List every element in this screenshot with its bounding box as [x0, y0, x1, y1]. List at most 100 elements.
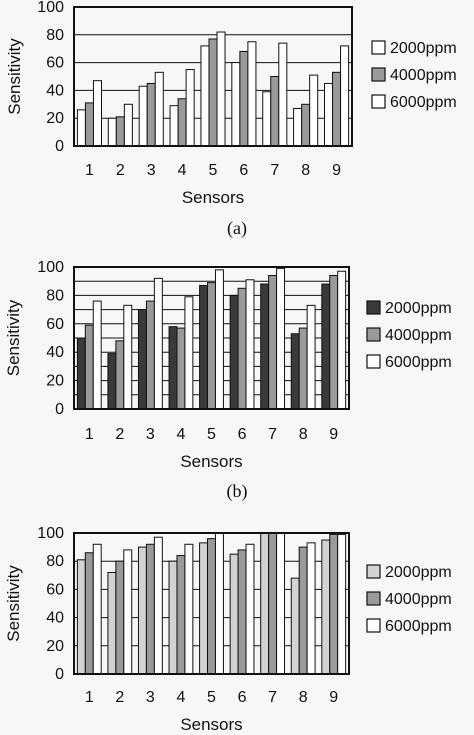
chart2-ytick-label: 60 — [46, 316, 64, 333]
chart1-x-axis-title: Sensors — [182, 188, 244, 207]
chart3-ytick-label: 0 — [55, 666, 64, 683]
chart3-y-axis-title: Sensitivity — [4, 565, 23, 642]
chart2-x-axis-title: Sensors — [180, 452, 242, 471]
chart3-ytick-label: 80 — [46, 553, 64, 570]
chart1-legend-label-4000ppm: 4000ppm — [390, 67, 457, 84]
chart1-bar-6000ppm-sensor-6 — [247, 41, 257, 147]
chart2-bar-2000ppm-sensor-8 — [290, 333, 300, 410]
chart1-bar-4000ppm-sensor-5 — [208, 38, 218, 147]
chart1-bar-6000ppm-sensor-7 — [278, 42, 288, 147]
chart2-legend-label-4000ppm: 4000ppm — [385, 327, 452, 344]
chart3-ytick-label: 60 — [46, 581, 64, 598]
chart1-bar-6000ppm-sensor-5 — [216, 31, 226, 147]
chart3-bar-6000ppm-sensor-8 — [306, 542, 316, 675]
chart2-xtick-label: 5 — [207, 426, 216, 443]
chart3-legend-swatch-6000ppm — [366, 618, 381, 633]
chart3-ytick-label: 20 — [46, 638, 64, 655]
chart2-bar-6000ppm-sensor-6 — [245, 279, 255, 410]
chart3-bar-4000ppm-sensor-8 — [298, 546, 308, 675]
chart2-xtick-label: 1 — [85, 426, 94, 443]
chart3-bar-2000ppm-sensor-4 — [168, 560, 178, 675]
chart1-bar-2000ppm-sensor-4 — [169, 105, 179, 147]
chart2-bar-2000ppm-sensor-5 — [199, 284, 209, 410]
chart2-bar-4000ppm-sensor-3 — [145, 300, 155, 410]
chart2-ytick-label: 100 — [37, 259, 64, 276]
chart3-bar-2000ppm-sensor-3 — [137, 546, 147, 675]
chart1-bar-6000ppm-sensor-4 — [185, 69, 195, 147]
chart2-xtick-label: 9 — [329, 426, 338, 443]
chart1-ytick-label: 40 — [46, 82, 64, 99]
chart2-xtick-label: 4 — [176, 426, 185, 443]
chart2-bar-4000ppm-sensor-2 — [115, 340, 125, 410]
chart1-legend-label-6000ppm: 6000ppm — [390, 94, 457, 111]
chart1-legend-label-2000ppm: 2000ppm — [390, 40, 457, 57]
chart3-bar-4000ppm-sensor-7 — [268, 532, 278, 675]
chart2-legend-swatch-4000ppm — [366, 327, 381, 342]
chart3-bar-6000ppm-sensor-3 — [153, 536, 163, 675]
chart2-bar-4000ppm-sensor-5 — [207, 282, 216, 410]
chart3-xtick-label: 9 — [329, 689, 338, 706]
chart1-bar-6000ppm-sensor-9 — [340, 45, 350, 147]
chart2-ytick-label: 80 — [46, 287, 64, 304]
chart2-panel-label: (b) — [227, 481, 248, 502]
chart1-xtick-label: 5 — [209, 162, 218, 179]
chart1-bar-6000ppm-sensor-1 — [92, 80, 102, 147]
chart2-bar-6000ppm-sensor-7 — [276, 267, 286, 410]
chart1-xtick-label: 9 — [332, 162, 341, 179]
chart3-bar-2000ppm-sensor-6 — [229, 553, 239, 675]
chart3-bar-6000ppm-sensor-4 — [184, 543, 194, 675]
chart2-bar-4000ppm-sensor-7 — [268, 275, 278, 410]
chart3-ytick-label: 100 — [37, 525, 64, 542]
chart3-xtick-label: 5 — [207, 689, 216, 706]
chart2-xtick-label: 3 — [146, 426, 155, 443]
chart2-legend-swatch-2000ppm — [366, 300, 381, 315]
chart2-bar-6000ppm-sensor-1 — [92, 300, 102, 410]
chart1-bar-4000ppm-sensor-6 — [239, 50, 249, 147]
chart3-bar-2000ppm-sensor-5 — [199, 542, 209, 675]
chart2-xtick-label: 7 — [268, 426, 277, 443]
chart2-bar-2000ppm-sensor-2 — [107, 353, 117, 410]
chart3-bar-2000ppm-sensor-1 — [76, 559, 86, 675]
chart2-bar-4000ppm-sensor-1 — [84, 324, 94, 410]
chart2-bar-4000ppm-sensor-9 — [329, 275, 339, 410]
chart1-ytick-label: 20 — [46, 110, 64, 127]
chart1-bar-2000ppm-sensor-2 — [107, 117, 117, 147]
chart3-xtick-label: 3 — [146, 689, 155, 706]
chart1-bar-2000ppm-sensor-5 — [200, 45, 210, 147]
chart3-bar-2000ppm-sensor-2 — [107, 571, 117, 675]
chart1-bar-4000ppm-sensor-7 — [270, 76, 280, 147]
chart1-xtick-label: 3 — [147, 162, 156, 179]
chart3-legend-swatch-4000ppm — [366, 591, 381, 606]
chart3-xtick-label: 1 — [85, 689, 94, 706]
chart1-ytick-label: 80 — [46, 27, 64, 44]
chart2-ytick-label: 40 — [46, 344, 64, 361]
chart1-xtick-label: 1 — [85, 162, 94, 179]
chart1-xtick-label: 6 — [239, 162, 248, 179]
chart1-bar-4000ppm-sensor-1 — [84, 102, 94, 147]
chart3-bar-6000ppm-sensor-7 — [276, 532, 286, 675]
chart2-bar-4000ppm-sensor-4 — [176, 327, 186, 410]
chart3-bar-4000ppm-sensor-2 — [115, 560, 125, 675]
chart1-ytick-label: 0 — [55, 138, 64, 155]
chart2-ytick-label: 0 — [55, 401, 64, 418]
chart3-bar-2000ppm-sensor-9 — [321, 539, 331, 675]
chart1-bar-2000ppm-sensor-6 — [231, 62, 241, 147]
chart2-bar-2000ppm-sensor-7 — [260, 283, 270, 410]
chart3-bar-6000ppm-sensor-2 — [123, 549, 133, 675]
chart3-legend-swatch-2000ppm — [366, 564, 381, 579]
chart2-xtick-label: 6 — [238, 426, 247, 443]
chart3-legend-label-4000ppm: 4000ppm — [385, 591, 452, 608]
chart3-plot-frame — [73, 532, 350, 675]
chart1-panel-label: (a) — [227, 218, 247, 239]
chart1-bar-6000ppm-sensor-2 — [123, 103, 133, 147]
chart1-bar-2000ppm-sensor-9 — [324, 82, 334, 147]
chart2-plot-frame — [73, 266, 350, 410]
chart1-bar-4000ppm-sensor-9 — [332, 71, 342, 147]
chart2-bar-6000ppm-sensor-5 — [214, 269, 224, 410]
chart2-legend-swatch-6000ppm — [366, 354, 381, 369]
chart1-plot-frame — [73, 6, 353, 147]
chart3-bar-4000ppm-sensor-4 — [176, 555, 186, 675]
chart3-bar-6000ppm-sensor-5 — [214, 532, 224, 675]
chart3-bar-4000ppm-sensor-1 — [84, 552, 94, 675]
